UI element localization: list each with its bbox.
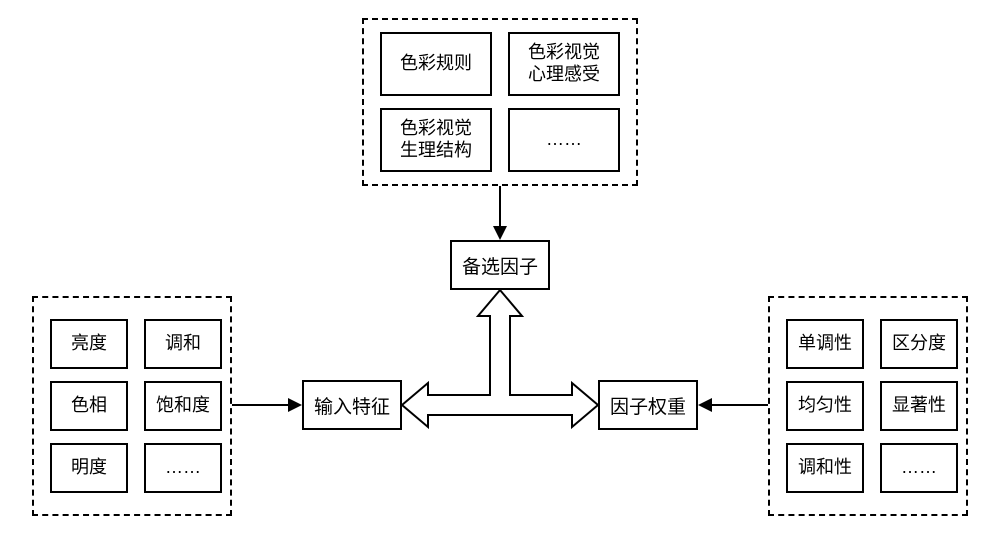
panel-right: 单调性 区分度 均匀性 显著性 调和性 …… xyxy=(768,296,968,516)
right-cell-5: …… xyxy=(880,443,958,493)
right-cell-3: 显著性 xyxy=(880,381,958,431)
panel-top: 色彩规则 色彩视觉 心理感受 色彩视觉 生理结构 …… xyxy=(362,18,638,186)
top-cell-2: 色彩视觉 生理结构 xyxy=(380,108,492,172)
panel-left: 亮度 调和 色相 饱和度 明度 …… xyxy=(32,296,232,516)
node-factor-weight-label: 因子权重 xyxy=(610,392,686,419)
left-cell-1: 调和 xyxy=(144,319,222,369)
right-cell-4: 调和性 xyxy=(786,443,864,493)
node-factor-weight: 因子权重 xyxy=(598,380,698,430)
left-cell-2: 色相 xyxy=(50,381,128,431)
node-input-feature: 输入特征 xyxy=(302,380,402,430)
top-cell-1: 色彩视觉 心理感受 xyxy=(508,32,620,96)
node-candidate-factor: 备选因子 xyxy=(450,240,550,290)
node-input-feature-label: 输入特征 xyxy=(314,392,390,419)
left-cell-0: 亮度 xyxy=(50,319,128,369)
right-cell-1: 区分度 xyxy=(880,319,958,369)
top-cell-3: …… xyxy=(508,108,620,172)
left-cell-5: …… xyxy=(144,443,222,493)
left-cell-3: 饱和度 xyxy=(144,381,222,431)
top-cell-0: 色彩规则 xyxy=(380,32,492,96)
left-cell-4: 明度 xyxy=(50,443,128,493)
right-cell-0: 单调性 xyxy=(786,319,864,369)
node-candidate-label: 备选因子 xyxy=(462,252,538,279)
right-cell-2: 均匀性 xyxy=(786,381,864,431)
